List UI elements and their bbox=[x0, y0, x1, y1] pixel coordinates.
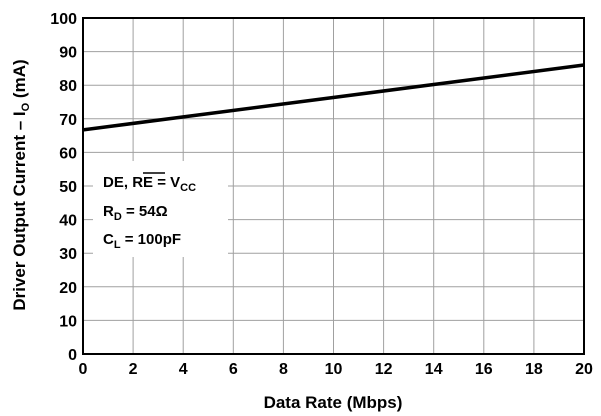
annotation-3-main: C bbox=[103, 231, 114, 248]
x-tick-label: 12 bbox=[375, 361, 393, 378]
x-tick-label: 8 bbox=[279, 361, 288, 378]
x-tick-label: 4 bbox=[179, 361, 188, 378]
y-tick-label: 70 bbox=[59, 112, 77, 129]
annotation-line-1: DE, RE = VCC bbox=[103, 174, 196, 194]
y-tick-label: 60 bbox=[59, 145, 77, 162]
y-tick-label: 30 bbox=[59, 246, 77, 263]
annotation-2-rest: = 54Ω bbox=[122, 203, 168, 220]
y-axis-label-sub: O bbox=[20, 102, 32, 111]
x-tick-label: 2 bbox=[129, 361, 138, 378]
x-tick-labels: 0 2 4 6 8 10 12 14 16 18 20 bbox=[79, 361, 593, 378]
x-axis-label: Data Rate (Mbps) bbox=[264, 393, 403, 412]
annotation-2-main: R bbox=[103, 203, 114, 220]
x-tick-label: 14 bbox=[425, 361, 443, 378]
annotation-1-overline: RE bbox=[132, 174, 153, 191]
annotation-3-sub: L bbox=[114, 239, 121, 251]
series-group bbox=[82, 63, 585, 132]
annotation-1-rest: = V bbox=[153, 174, 180, 191]
plot-frame bbox=[82, 17, 585, 355]
y-tick-label: 100 bbox=[50, 11, 77, 28]
y-axis-label-unit: (mA) bbox=[10, 59, 29, 102]
conditions-annotation: DE, RE = VCC RD = 54Ω CL = 100pF bbox=[103, 172, 196, 251]
y-tick-label: 50 bbox=[59, 179, 77, 196]
x-tick-label: 10 bbox=[325, 361, 343, 378]
y-tick-label: 40 bbox=[59, 213, 77, 230]
y-axis-label: Driver Output Current – IO (mA) bbox=[10, 59, 32, 310]
y-tick-label: 20 bbox=[59, 280, 77, 297]
y-tick-label: 80 bbox=[59, 78, 77, 95]
x-tick-label: 20 bbox=[575, 361, 593, 378]
y-tick-label: 90 bbox=[59, 45, 77, 62]
annotation-2-sub: D bbox=[114, 211, 122, 223]
series-line bbox=[82, 63, 585, 132]
annotation-3-rest: = 100pF bbox=[121, 231, 181, 248]
annotation-box bbox=[93, 161, 228, 257]
x-tick-label: 16 bbox=[475, 361, 493, 378]
annotation-1-sub: CC bbox=[180, 182, 196, 194]
annotation-line-3: CL = 100pF bbox=[103, 231, 181, 251]
y-tick-labels: 0 10 20 30 40 50 60 70 80 90 100 bbox=[50, 11, 77, 364]
y-tick-label: 10 bbox=[59, 313, 77, 330]
annotation-1-main: DE, bbox=[103, 174, 132, 191]
y-tick-label: 0 bbox=[68, 347, 77, 364]
x-tick-label: 6 bbox=[229, 361, 238, 378]
x-tick-label: 0 bbox=[79, 361, 88, 378]
annotation-line-2: RD = 54Ω bbox=[103, 203, 168, 223]
x-tick-label: 18 bbox=[525, 361, 543, 378]
y-axis-label-main: Driver Output Current – I bbox=[10, 111, 29, 310]
